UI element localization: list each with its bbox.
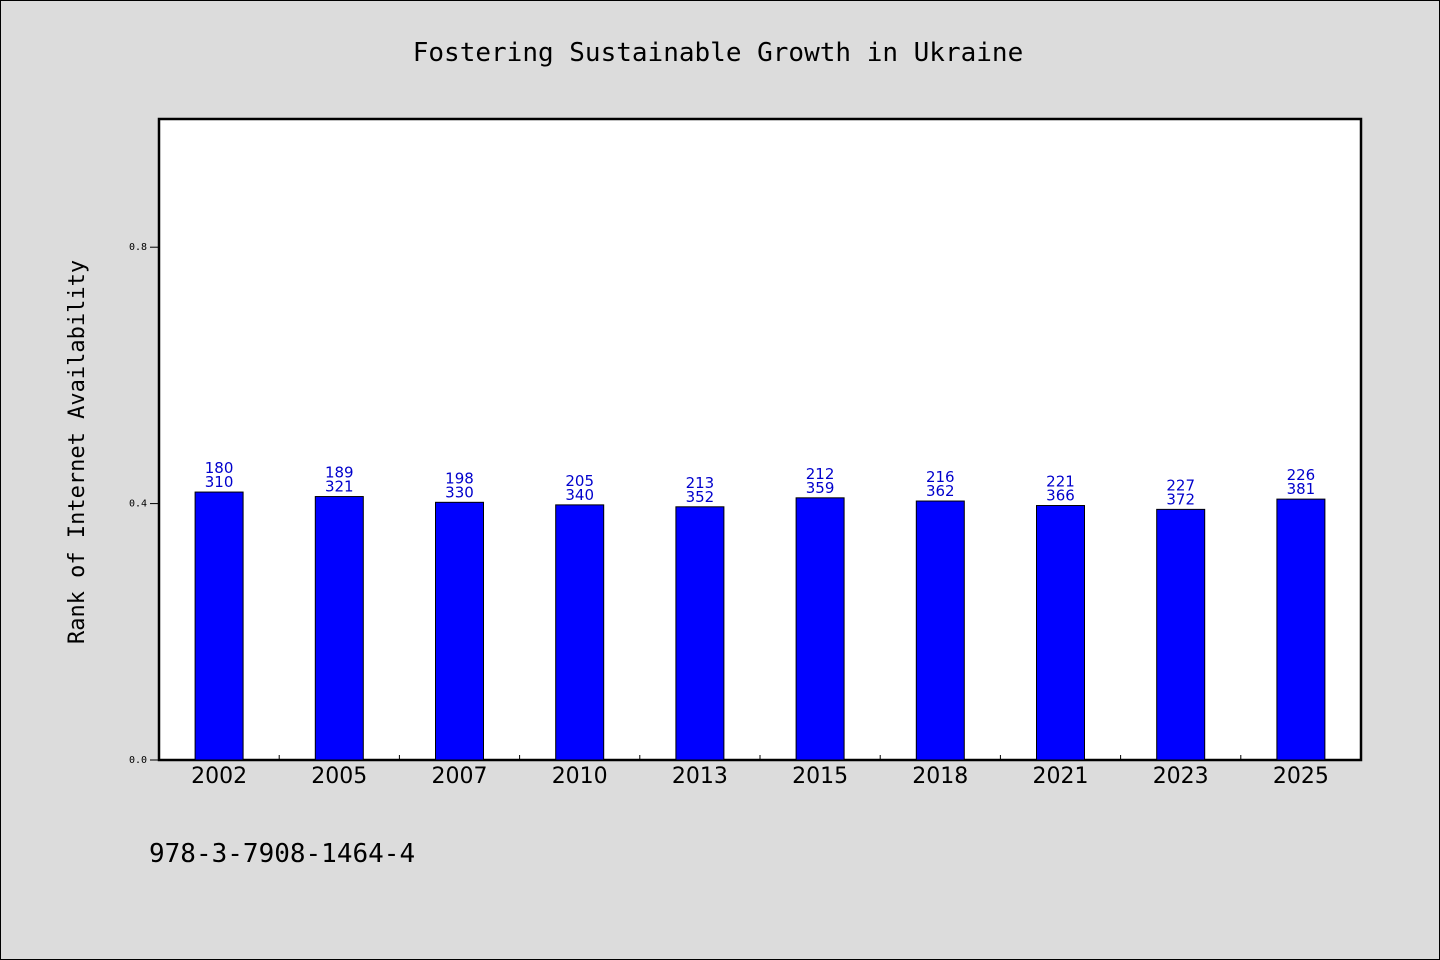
data-label-bottom: 372 [1166,490,1195,508]
x-tick-label: 2015 [792,764,848,789]
y-tick-label: 0.4 [129,499,147,510]
bar [1276,498,1326,761]
bar [915,500,965,761]
bar [314,496,364,761]
data-label-bottom: 362 [926,482,955,500]
chart-title: Fostering Sustainable Growth in Ukraine [413,38,1023,68]
x-tick-label: 2013 [672,764,728,789]
bar [1036,505,1085,761]
bar-series [194,491,1326,761]
x-tick-label: 2005 [311,764,367,789]
x-tick-label: 2018 [912,764,968,789]
data-label-top: 216 [926,468,955,486]
x-tick-label: 2002 [191,764,247,789]
x-axis: 2002 2005 2007 2010 2013 2015 2018 2021 2023 2025 [191,755,1329,789]
bar [194,491,244,761]
x-tick-label: 2023 [1153,764,1209,789]
data-label-top: 180 [205,459,234,477]
data-label-top: 213 [686,474,715,492]
bar [555,504,605,761]
data-label-bottom: 352 [686,488,715,506]
data-label-top: 227 [1166,476,1195,494]
y-axis-label: Rank of Internet Availability [65,260,90,644]
data-label-bottom: 340 [565,486,594,504]
bar [795,497,845,761]
data-label-bottom: 381 [1287,480,1316,498]
data-label-top: 189 [325,464,354,482]
y-tick-label: 0.8 [129,242,147,253]
bar [435,501,484,761]
data-label-top: 198 [445,469,474,487]
data-label-top: 226 [1287,466,1316,484]
x-tick-label: 2025 [1273,764,1329,789]
y-axis: 0.0 0.4 0.8 [129,242,159,766]
data-label-top: 221 [1046,473,1075,491]
data-label-bottom: 366 [1046,487,1075,505]
bar [675,506,725,761]
data-label-bottom: 359 [806,479,835,497]
data-label-bottom: 330 [445,483,474,501]
x-tick-label: 2007 [432,764,488,789]
y-tick-label: 0.0 [129,755,147,766]
data-label-top: 205 [565,472,594,490]
x-tick-label: 2010 [552,764,608,789]
data-label-bottom: 310 [205,473,234,491]
data-label-bottom: 321 [325,478,354,496]
isbn-text: 978-3-7908-1464-4 [149,839,415,869]
x-tick-label: 2021 [1033,764,1089,789]
bar [1156,508,1206,761]
data-label-top: 212 [806,465,835,483]
